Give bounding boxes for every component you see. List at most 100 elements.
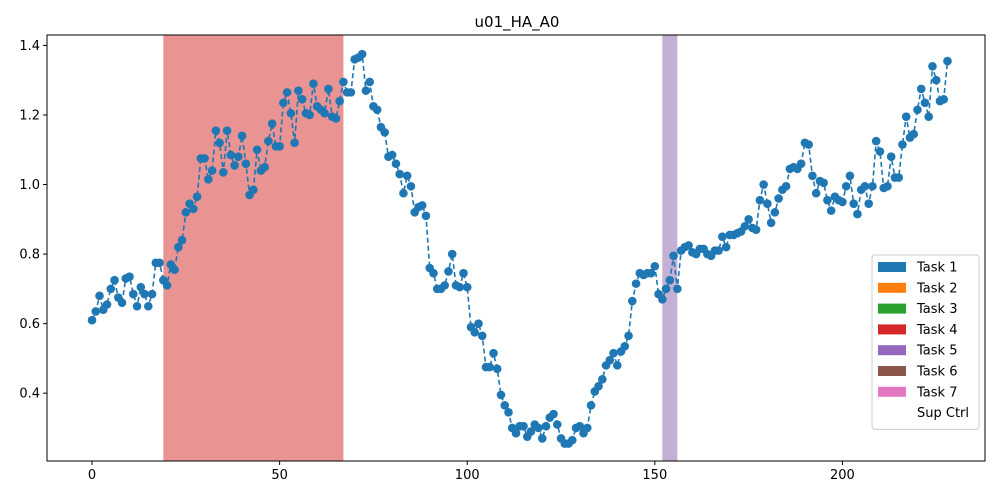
- data-point: [755, 195, 765, 205]
- legend-label: Task 2: [916, 281, 957, 296]
- data-point: [496, 390, 506, 400]
- data-point: [489, 348, 498, 358]
- data-point: [582, 423, 592, 433]
- legend-swatch: [878, 386, 906, 397]
- y-tick-label: 0.8: [19, 248, 40, 263]
- data-point: [87, 315, 97, 325]
- data-point: [650, 261, 660, 271]
- data-point: [485, 362, 495, 372]
- data-point: [474, 319, 483, 328]
- y-tick-label: 0.4: [19, 387, 40, 402]
- data-point: [864, 199, 873, 208]
- data-point: [823, 195, 832, 205]
- legend: Task 1 Task 2 Task 3 Task 4 Task 5 Task 6 Task…: [871, 254, 980, 430]
- data-point: [939, 95, 949, 104]
- data-point: [526, 427, 536, 436]
- data-point: [598, 374, 607, 384]
- data-point: [391, 159, 401, 168]
- y-tick-label: 1.2: [19, 108, 40, 123]
- data-point: [339, 77, 348, 87]
- data-point: [211, 126, 221, 135]
- legend-swatch: [878, 366, 906, 376]
- data-point: [808, 171, 817, 181]
- x-tick-label: 0: [88, 468, 96, 483]
- data-point: [365, 77, 374, 87]
- data-point: [346, 88, 356, 97]
- data-point: [129, 289, 138, 299]
- data-point: [95, 291, 104, 301]
- data-point: [162, 281, 172, 290]
- data-point: [796, 159, 806, 168]
- legend-label: Task 6: [916, 365, 957, 380]
- data-point: [845, 171, 855, 181]
- data-point: [305, 110, 314, 120]
- data-point: [324, 84, 333, 94]
- data-point: [204, 175, 213, 184]
- data-point: [718, 232, 727, 241]
- data-point: [249, 185, 258, 195]
- y-axis: 0.4 0.6 0.8 1.0 1.2 1.4: [19, 39, 47, 402]
- y-tick-label: 1.4: [19, 39, 40, 54]
- data-point: [849, 199, 858, 208]
- data-point: [766, 218, 776, 228]
- data-point: [916, 84, 926, 94]
- data-point: [920, 98, 930, 108]
- y-tick-label: 1.0: [19, 178, 40, 193]
- data-point: [406, 181, 416, 191]
- data-point: [883, 181, 892, 191]
- data-point: [189, 204, 198, 214]
- data-point: [102, 300, 112, 309]
- data-point: [811, 188, 821, 198]
- data-point: [492, 364, 502, 374]
- data-point: [594, 381, 603, 391]
- legend-swatch: [878, 407, 906, 418]
- data-point: [177, 235, 187, 245]
- data-point: [575, 421, 585, 431]
- data-point: [440, 281, 450, 290]
- x-tick-label: 150: [642, 468, 667, 483]
- data-point: [931, 75, 941, 85]
- data-point: [804, 140, 813, 149]
- legend-label: Task 4: [916, 323, 957, 338]
- data-point: [759, 180, 768, 189]
- data-point: [174, 242, 183, 252]
- data-point: [721, 242, 731, 252]
- data-point: [770, 208, 780, 217]
- data-point: [943, 56, 952, 66]
- legend-label: Task 5: [916, 344, 957, 359]
- data-point: [215, 138, 224, 148]
- legend-label: Sup Ctrl: [917, 406, 969, 421]
- legend-swatch: [878, 262, 906, 272]
- data-point: [309, 79, 318, 88]
- data-point: [541, 421, 551, 431]
- legend-swatch: [878, 324, 906, 335]
- data-point: [646, 268, 656, 278]
- data-point: [751, 225, 761, 235]
- data-point: [781, 181, 791, 191]
- x-tick-label: 200: [830, 468, 855, 483]
- data-point: [387, 150, 397, 160]
- data-point: [774, 194, 783, 203]
- data-point: [605, 355, 615, 365]
- axes-frame: [46, 34, 986, 462]
- data-point: [924, 112, 934, 122]
- data-point: [260, 162, 269, 172]
- data-point: [237, 131, 247, 141]
- data-point: [222, 126, 232, 135]
- legend-swatch: [878, 303, 906, 314]
- data-point: [252, 145, 262, 155]
- data-point: [395, 169, 404, 179]
- data-point: [459, 268, 468, 278]
- data-point: [297, 95, 307, 104]
- data-point: [841, 181, 851, 191]
- data-point: [219, 168, 228, 177]
- data-point: [241, 159, 251, 168]
- data-point: [399, 188, 408, 198]
- x-tick-label: 100: [455, 468, 480, 483]
- data-point: [234, 152, 243, 162]
- data-point: [264, 136, 273, 146]
- legend-label: Task 7: [916, 385, 957, 400]
- data-point: [106, 284, 116, 294]
